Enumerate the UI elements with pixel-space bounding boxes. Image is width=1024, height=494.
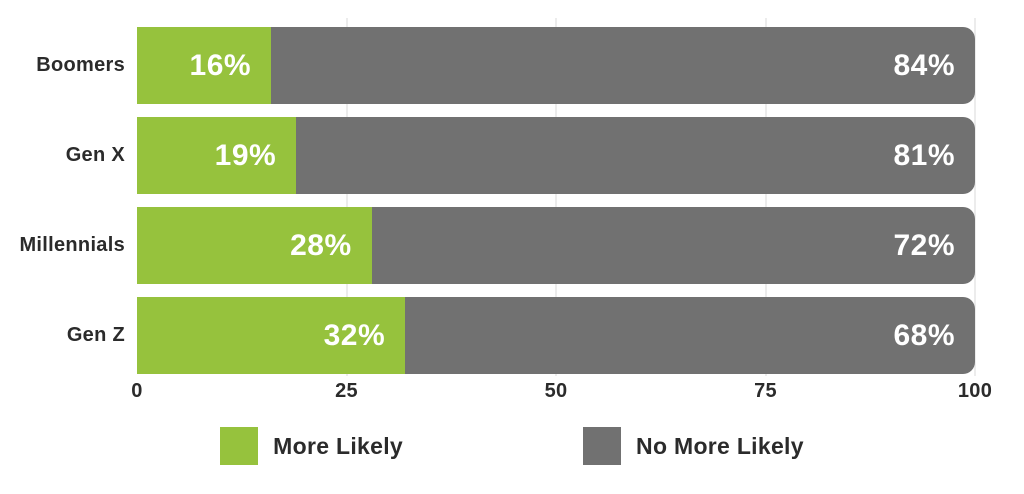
value-label: 68% xyxy=(893,318,955,352)
value-label: 16% xyxy=(189,48,252,82)
gridline-100 xyxy=(974,18,976,376)
category-label: Boomers xyxy=(36,54,125,76)
legend-item-no-more-likely: No More Likely xyxy=(583,427,804,465)
category-label: Millennials xyxy=(19,234,125,256)
legend-label: More Likely xyxy=(273,432,404,459)
bar-segment-no-more-likely: 84% xyxy=(271,27,975,104)
plot-area: Boomers 16% 84% Gen X 19% 81% xyxy=(0,27,975,387)
category-label: Gen Z xyxy=(66,324,125,346)
x-axis: 0 25 50 75 100 xyxy=(131,379,992,405)
stacked-bar: 16% 84% xyxy=(137,27,975,104)
bar-row-gen-x: Gen X 19% 81% xyxy=(0,117,975,194)
x-tick-label-25: 25 xyxy=(335,380,358,402)
stacked-bar: 32% 68% xyxy=(137,297,975,374)
value-label: 28% xyxy=(290,228,352,262)
legend-swatch-gray xyxy=(583,427,622,465)
bar-segment-more-likely: 19% xyxy=(137,117,297,194)
x-tick-label-75: 75 xyxy=(754,380,777,402)
legend-item-more-likely: More Likely xyxy=(220,427,403,465)
stacked-bar: 28% 72% xyxy=(137,207,975,284)
bar-row-millennials: Millennials 28% 72% xyxy=(0,207,975,284)
legend-label: No More Likely xyxy=(636,432,804,459)
value-label: 32% xyxy=(323,318,386,352)
bar-segment-no-more-likely: 72% xyxy=(371,207,975,284)
bar-segment-more-likely: 28% xyxy=(137,207,372,284)
x-tick-label-100: 100 xyxy=(957,380,993,402)
value-label: 72% xyxy=(893,228,955,262)
bar-row-boomers: Boomers 16% 84% xyxy=(0,27,975,104)
gridline-50 xyxy=(555,18,557,376)
gridlines xyxy=(137,18,976,376)
gridline-25 xyxy=(345,18,348,376)
legend-swatch-green xyxy=(220,427,259,465)
value-label: 84% xyxy=(893,48,955,82)
value-label: 19% xyxy=(214,138,277,172)
bar-segment-more-likely: 16% xyxy=(137,27,272,104)
x-tick-label-50: 50 xyxy=(544,380,568,402)
bar-segment-no-more-likely: 81% xyxy=(296,117,975,194)
category-label: Gen X xyxy=(65,144,125,166)
gridline-75 xyxy=(764,18,767,376)
stacked-bar: 19% 81% xyxy=(137,117,975,194)
bar-segment-no-more-likely: 68% xyxy=(405,297,975,374)
value-label: 81% xyxy=(893,138,955,172)
bar-row-gen-z: Gen Z 32% 68% xyxy=(0,297,975,374)
legend: More Likely No More Likely xyxy=(0,427,1024,465)
x-tick-label-0: 0 xyxy=(131,380,143,402)
bar-segment-more-likely: 32% xyxy=(137,297,406,374)
